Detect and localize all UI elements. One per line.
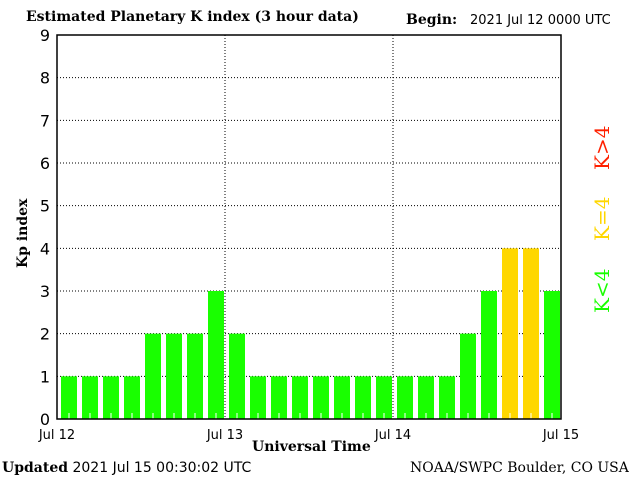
kp-bar [376,376,392,419]
begin-label: Begin: [406,12,458,28]
x-tick-label: Jul 12 [38,428,75,443]
kp-bar [292,376,308,419]
y-tick-label: 0 [40,410,50,429]
y-tick-label: 3 [40,282,50,301]
y-tick-label: 9 [40,26,50,45]
kp-bar [82,376,98,419]
y-tick-label: 8 [40,69,50,88]
updated-line: Updated 2021 Jul 15 00:30:02 UTC [2,460,251,476]
y-tick-label: 5 [40,197,50,216]
kp-bar [187,333,203,419]
legend-k-equal-4: K=4 [590,196,614,241]
kp-bar [544,291,560,419]
kp-bar [523,248,539,419]
source-credit: NOAA/SWPC Boulder, CO USA [410,460,629,476]
y-tick-label: 1 [40,367,50,386]
y-tick-label: 4 [40,239,50,258]
kp-bar [208,291,224,419]
legend-k-below-4: K<4 [590,268,614,313]
kp-bar [460,333,476,419]
updated-label: Updated [2,460,69,476]
chart-title: Estimated Planetary K index (3 hour data… [26,9,359,25]
kp-bar [124,376,140,419]
begin-value: 2021 Jul 12 0000 UTC [470,13,611,28]
kp-bar [355,376,371,419]
x-axis-label: Universal Time [252,439,371,455]
kp-bar [397,376,413,419]
updated-value: 2021 Jul 15 00:30:02 UTC [72,460,252,476]
legend-k-above-4: K>4 [590,125,614,170]
y-axis-label: Kp index [15,198,31,268]
x-tick-label: Jul 13 [206,428,243,443]
kp-bar [502,248,518,419]
kp-bar [481,291,497,419]
kp-bar [229,333,245,419]
kp-bar [250,376,266,419]
x-tick-label: Jul 15 [542,428,579,443]
kp-bar [271,376,287,419]
y-tick-label: 6 [40,154,50,173]
kp-bar [313,376,329,419]
kp-bar [166,333,182,419]
kp-bar [439,376,455,419]
kp-bar [334,376,350,419]
kp-bar [418,376,434,419]
kp-bar [61,376,77,419]
kp-bar [145,333,161,419]
x-tick-label: Jul 14 [374,428,411,443]
kp-bar [103,376,119,419]
y-tick-label: 7 [40,111,50,130]
y-tick-label: 2 [40,325,50,344]
plot-frame [56,34,562,420]
